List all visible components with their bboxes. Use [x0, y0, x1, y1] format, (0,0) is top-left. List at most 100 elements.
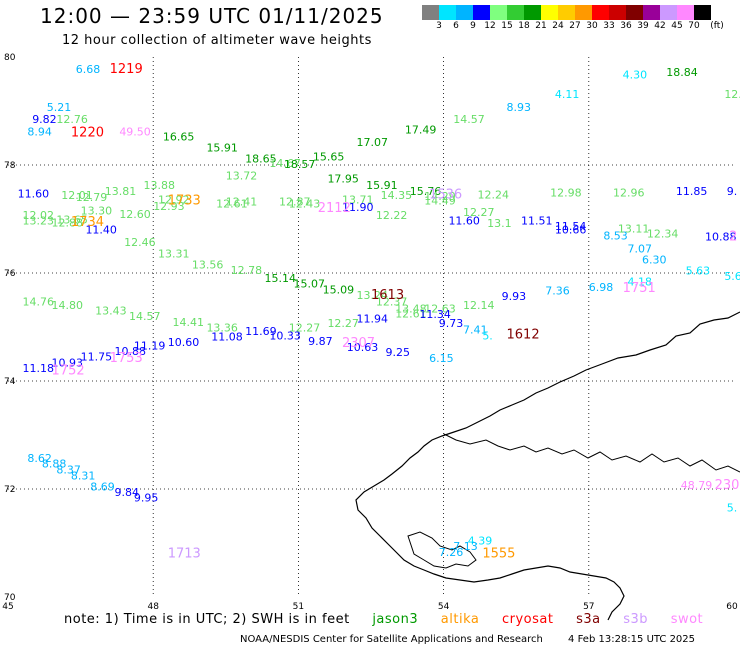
color-legend-label: 30	[586, 21, 598, 31]
wave-height-value: 5.60	[724, 270, 740, 283]
pass-time-label: 1219	[110, 62, 143, 77]
lon-label: 51	[293, 602, 304, 612]
wave-height-value: 14.49	[424, 194, 456, 207]
wave-height-value: 15.14	[265, 272, 297, 285]
color-swatch	[677, 5, 694, 20]
wave-height-value: 11.40	[85, 224, 117, 237]
wave-height-value: 18.57	[284, 158, 316, 171]
pass-time-label: 2	[729, 230, 737, 245]
wave-height-value: 13.1	[487, 217, 512, 230]
wave-height-value: 15.76	[410, 185, 442, 198]
lat-label: 78	[4, 161, 16, 171]
wave-height-value: 5.	[727, 502, 738, 515]
wave-height-value: 8.93	[507, 101, 532, 114]
wave-height-value: 9.84	[114, 486, 139, 499]
footer-timestamp: 4 Feb 13:28:15 UTC 2025	[568, 634, 696, 645]
pass-time-label: 1555	[482, 547, 515, 562]
color-legend	[422, 5, 711, 20]
wave-height-value: 12.14	[463, 299, 495, 312]
page-title: 12:00 — 23:59 UTC 01/11/2025	[40, 4, 384, 28]
color-swatch	[524, 5, 541, 20]
color-legend-label: 15	[501, 21, 513, 31]
novaya-zemlya-coast	[355, 311, 740, 621]
wave-height-value: 11.85	[676, 185, 708, 198]
pass-time-label: 2307	[342, 336, 375, 351]
wave-height-value: 11.94	[356, 313, 388, 326]
wave-height-value: 15.09	[323, 284, 355, 297]
color-swatch	[473, 5, 490, 20]
lat-label: 72	[4, 485, 15, 495]
wave-height-value: 14.29	[424, 190, 456, 203]
wave-height-value: 13.72	[226, 170, 257, 183]
color-legend-label: 42	[654, 21, 666, 31]
wave-height-value: 49.50	[119, 125, 151, 138]
note-line: note: 1) Time is in UTC; 2) SWH is in fe…	[64, 612, 703, 627]
color-swatch	[626, 5, 643, 20]
color-swatch	[456, 5, 473, 20]
wave-height-value: 5.21	[47, 101, 72, 114]
inner-coast	[443, 433, 740, 473]
color-swatch	[643, 5, 660, 20]
pass-time-label: 1734	[71, 215, 104, 230]
lon-label: 48	[147, 602, 159, 612]
color-legend-label: 21	[535, 21, 547, 31]
color-swatch	[507, 5, 524, 20]
wave-height-value: 18.65	[245, 152, 277, 165]
wave-height-value: 16.65	[163, 131, 195, 144]
wave-height-value: 12.27	[463, 206, 495, 219]
wave-height-value: 48.79	[681, 479, 713, 492]
wave-height-value: 15.07	[294, 278, 326, 291]
wave-height-value: 13.81	[105, 185, 137, 198]
wave-height-value: 14.57	[129, 310, 161, 323]
lat-label: 70	[4, 593, 16, 603]
wave-height-value: 14.80	[52, 299, 83, 312]
color-legend-label: 70	[688, 21, 700, 31]
wave-height-value: 12.63	[424, 302, 456, 315]
color-legend-unit: (ft)	[710, 21, 724, 31]
wave-height-value: 13.56	[192, 259, 224, 272]
wave-height-value: 12.93	[153, 200, 185, 213]
wave-height-value: 12.02	[23, 209, 55, 222]
wave-height-value: 10.33	[269, 329, 301, 342]
pass-time-label: 1733	[168, 193, 201, 208]
lat-label: 80	[4, 53, 16, 63]
legend-jason3: jason3	[372, 612, 419, 627]
wave-height-value: 7.07	[628, 242, 653, 255]
wave-height-value: 11.51	[521, 214, 553, 227]
wave-height-value: 10.93	[52, 356, 83, 369]
wave-height-value: 13.88	[144, 179, 176, 192]
satellite-pass-labels: 1219 1220 1733 1734 2112 1536 1613 1751 1612 2307…	[52, 62, 740, 561]
wave-height-value: 12.60	[119, 208, 151, 221]
wave-height-value: 5.63	[686, 265, 711, 278]
wave-height-value: 11.34	[419, 308, 451, 321]
wave-height-value: 12.79	[76, 191, 108, 204]
color-legend-label: 39	[637, 21, 649, 31]
legend-swot: swot	[670, 612, 704, 627]
color-swatch	[541, 5, 558, 20]
pass-time-label: 1612	[507, 327, 540, 342]
wave-height-value: 11.54	[555, 220, 587, 233]
legend-altika: altika	[440, 612, 480, 627]
color-swatch	[422, 5, 439, 20]
legend-s3a: s3a	[576, 612, 601, 627]
wave-height-value: 12.37	[376, 295, 408, 308]
wave-height-value: 6.30	[642, 253, 667, 266]
wave-height-value: 13.65	[56, 213, 88, 226]
wave-height-value: 11.19	[134, 340, 166, 353]
wave-height-value: 12.87	[279, 196, 311, 209]
color-swatch	[558, 5, 575, 20]
wave-height-value: 17.95	[327, 172, 359, 185]
wave-height-value: 13.30	[81, 205, 113, 218]
wave-height-value: 12.27	[289, 321, 321, 334]
wave-height-value: 5.	[482, 329, 493, 342]
wave-height-value: 12.76	[56, 113, 88, 126]
wave-height-value: 7.36	[545, 285, 570, 298]
pass-time-label: 1752	[52, 364, 85, 379]
wave-height-value: 4.18	[628, 275, 653, 288]
wave-height-value: 7.41	[463, 323, 488, 336]
wave-height-value: 9.73	[439, 317, 464, 330]
wave-height-value: 11.60	[18, 187, 50, 200]
lat-label: 74	[4, 377, 16, 387]
coastline	[355, 311, 740, 621]
wave-height-values: 6.68 5.219.82 12.76 8.94 49.50 16.65 15.91 18.6…	[18, 63, 740, 559]
